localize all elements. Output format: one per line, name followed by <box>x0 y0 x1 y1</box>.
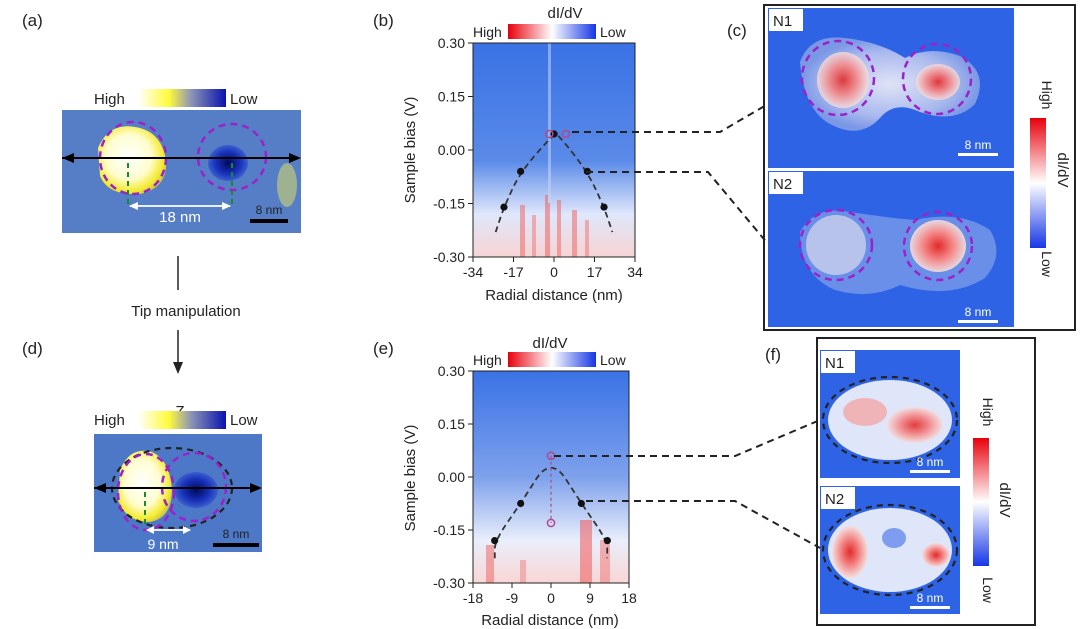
chart-e-ytick-label: -0.30 <box>433 575 465 591</box>
chart-e-legend-low: Low <box>600 352 627 368</box>
tip-manipulation-arrow: Tip manipulation <box>131 256 241 374</box>
chart-b-legend-low: Low <box>600 24 627 40</box>
scale-label-d: 8 nm <box>223 527 250 541</box>
colorbar-f-title: dI/dV <box>996 482 1013 517</box>
panel-label-e: (e) <box>373 339 394 358</box>
topo-colorbar-d: Z High Low <box>94 403 258 429</box>
panel-label-c: (c) <box>727 21 747 40</box>
chart-b-ytick-label: 0.00 <box>438 142 465 158</box>
chart-e-axes: -18 -9 0 9 18 0.30 0.15 0.00 -0.15 -0.30 <box>433 363 637 606</box>
connector-e-n1 <box>554 419 821 457</box>
map-f-n2: N2 8 nm <box>820 486 960 614</box>
chart-e-legend-high: High <box>473 352 502 368</box>
maps-c-frame <box>763 4 1076 331</box>
topo-image-d: 9 nm 8 nm <box>94 434 262 552</box>
chart-e-xlabel: Radial distance (nm) <box>481 612 619 629</box>
chart-b-title: dI/dV <box>547 5 582 22</box>
topo-image-a: 18 nm 8 nm <box>62 110 301 233</box>
connector-e-n2 <box>586 500 821 549</box>
colorbar-f: High dI/dV Low <box>973 398 1013 604</box>
chart-b-ytick-label: 0.30 <box>438 35 465 51</box>
chart-b-point-filled <box>517 167 525 175</box>
colorbar-c: High dI/dV Low <box>1030 81 1071 278</box>
chart-b-legend-bar <box>508 24 596 39</box>
chart-b-point-open <box>544 129 554 139</box>
chart-b-xtick-label: 0 <box>550 264 558 280</box>
map-f-n2-label: N2 <box>825 491 844 508</box>
map-f-n1-label: N1 <box>825 355 844 372</box>
topo-colorbar-a: Z High Low <box>94 89 258 108</box>
chart-e-ytick-label: 0.00 <box>438 469 465 485</box>
chart-e-point-open <box>546 518 556 528</box>
chart-e-legend-bar <box>508 352 596 367</box>
panel-label-f: (f) <box>765 345 781 364</box>
chart-e-xtick-label: 18 <box>621 590 637 606</box>
chart-e-point-filled <box>517 499 525 508</box>
tip-manipulation-label: Tip manipulation <box>131 303 241 320</box>
maps-f-frame <box>816 337 1036 626</box>
chart-b-marks <box>500 129 608 211</box>
chart-e-xtick-label: 9 <box>586 590 594 606</box>
chart-e-ytick-label: -0.15 <box>433 522 465 538</box>
chart-b-legend-high: High <box>473 24 502 40</box>
connector-b-n2 <box>586 171 769 245</box>
connector-b-n1 <box>572 103 769 133</box>
map-c-n2-scale: 8 nm <box>965 305 992 319</box>
chart-b-xtick-label: 17 <box>587 264 603 280</box>
connectors <box>554 103 821 549</box>
chart-b-point-open <box>561 129 571 139</box>
chart-e: dI/dV High Low -18 -9 0 9 18 0.30 0.15 0.00 -0.1… <box>402 335 637 629</box>
chart-b-xtick-label: 34 <box>627 264 643 280</box>
chart-b-xtick-label: -34 <box>463 264 483 280</box>
map-c-n1-label: N1 <box>773 13 792 30</box>
topo-cbar-low: Low <box>230 91 258 108</box>
colorbar-c-title: dI/dV <box>1054 152 1071 187</box>
map-f-n2-scale: 8 nm <box>917 591 944 605</box>
chart-e-xtick-label: -18 <box>463 590 483 606</box>
chart-e-point-filled <box>577 499 585 508</box>
topo-cbar-high: High <box>94 91 125 108</box>
chart-b: dI/dV High Low -34 -17 0 17 34 0.30 0.15 0.00 -0… <box>402 5 643 304</box>
map-c-n1: N1 8 nm <box>768 8 1014 168</box>
chart-b-xlabel: Radial distance (nm) <box>485 287 623 304</box>
colorbar-f-high: High <box>980 398 996 427</box>
chart-e-point-filled <box>603 537 611 545</box>
map-f-n1-scale: 8 nm <box>917 455 944 469</box>
panel-label-d: (d) <box>22 339 43 358</box>
chart-e-point-filled <box>491 537 499 545</box>
distance-label-a: 18 nm <box>159 209 201 226</box>
map-c-n2: N2 8 nm <box>768 171 1014 327</box>
chart-b-xtick-label: -17 <box>503 264 523 280</box>
chart-e-ylabel: Sample bias (V) <box>402 425 419 532</box>
colorbar-c-low: Low <box>1039 251 1055 278</box>
map-f-n1: N1 8 nm <box>820 350 960 478</box>
panel-label-a: (a) <box>22 11 43 30</box>
chart-b-ytick-label: -0.15 <box>433 196 465 212</box>
map-c-n2-label: N2 <box>773 176 792 193</box>
chart-e-xtick-label: 0 <box>547 590 555 606</box>
chart-e-marks <box>491 451 611 545</box>
chart-e-dispersion-curve <box>493 466 609 559</box>
chart-b-ylabel: Sample bias (V) <box>402 97 419 204</box>
chart-b-ytick-label: 0.15 <box>438 89 465 105</box>
chart-b-ytick-label: -0.30 <box>433 249 465 265</box>
topo-cbar-low-d: Low <box>230 412 258 429</box>
topo-cbar-high-d: High <box>94 412 125 429</box>
chart-e-ytick-label: 0.30 <box>438 363 465 379</box>
scale-label-a: 8 nm <box>256 203 283 217</box>
distance-label-d: 9 nm <box>147 536 178 552</box>
panel-label-b: (b) <box>373 11 394 30</box>
chart-e-title: dI/dV <box>532 335 567 352</box>
chart-b-axes: -34 -17 0 17 34 0.30 0.15 0.00 -0.15 -0.30 <box>433 35 643 280</box>
chart-e-xtick-label: -9 <box>506 590 519 606</box>
colorbar-c-high: High <box>1039 81 1055 110</box>
chart-e-ytick-label: 0.15 <box>438 416 465 432</box>
map-c-n1-scale: 8 nm <box>965 138 992 152</box>
chart-b-point-filled <box>500 203 508 211</box>
colorbar-f-low: Low <box>980 577 996 604</box>
chart-b-point-filled <box>600 203 608 211</box>
